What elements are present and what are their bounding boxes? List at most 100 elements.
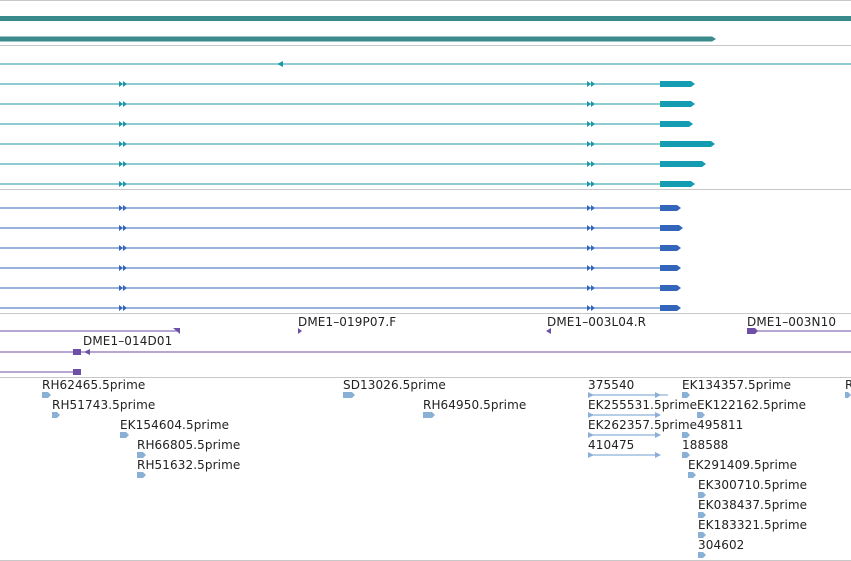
clone-label[interactable]: DME1–014D01: [83, 334, 173, 348]
est-glyph: [682, 432, 690, 438]
est-label[interactable]: RH62465.5prime: [42, 378, 146, 392]
strand-arrow: [277, 61, 283, 67]
est-glyph: [588, 412, 594, 418]
clone-end: [546, 328, 551, 334]
est-label[interactable]: EK134357.5prime: [682, 378, 792, 392]
est-label[interactable]: SD13026.5prime: [343, 378, 446, 392]
strand-arrow: [119, 205, 127, 211]
est-label[interactable]: EK183321.5prime: [698, 518, 808, 532]
est-glyph: [655, 392, 661, 398]
est-label[interactable]: 375540: [588, 378, 635, 392]
est-label[interactable]: RH64950.5prime: [423, 398, 527, 412]
clone-end: [173, 328, 180, 334]
clone-label[interactable]: DME1–003L04.R: [547, 315, 647, 329]
clone-end: [73, 349, 81, 355]
est-glyph: [698, 492, 706, 498]
est-label[interactable]: 410475: [588, 438, 635, 452]
transcript-exon: [660, 81, 695, 87]
strand-arrow: [587, 141, 595, 147]
clone-label[interactable]: DME1–003N10: [747, 315, 837, 329]
est-label[interactable]: EK255531.5prime: [588, 398, 698, 412]
cds-exon: [660, 225, 683, 231]
clone-end: [298, 328, 302, 334]
cds-exon: [660, 205, 681, 211]
est-label[interactable]: 495811: [697, 418, 744, 432]
strand-arrow: [587, 81, 595, 87]
track-separator: [0, 189, 851, 190]
strand-arrow: [587, 265, 595, 271]
est-glyph: [655, 432, 661, 438]
est-label[interactable]: 188588: [682, 438, 729, 452]
est-glyph: [697, 412, 705, 418]
cds-exon: [660, 245, 681, 251]
est-glyph: [423, 412, 435, 418]
est-glyph: [120, 432, 129, 438]
est-glyph: [845, 392, 851, 398]
strand-arrow: [587, 181, 595, 187]
est-label[interactable]: 304602: [698, 538, 745, 552]
transcript-exon: [660, 181, 695, 187]
est-label[interactable]: RH51743.5prime: [52, 398, 156, 412]
est-label[interactable]: EK262357.5prime: [588, 418, 698, 432]
strand-arrow: [119, 141, 127, 147]
strand-arrow: [587, 285, 595, 291]
strand-arrow: [119, 81, 127, 87]
strand-arrow: [119, 161, 127, 167]
est-glyph: [698, 512, 706, 518]
strand-arrow: [119, 285, 127, 291]
cds-exon: [660, 305, 681, 311]
est-glyph: [688, 472, 696, 478]
strand-arrow: [587, 225, 595, 231]
track-separator: [0, 313, 851, 314]
assembly-bar: [0, 36, 716, 42]
est-glyph: [682, 452, 690, 458]
est-glyph: [42, 392, 51, 398]
transcript-exon: [660, 141, 715, 147]
track-separator: [0, 45, 851, 46]
est-label[interactable]: EK291409.5prime: [688, 458, 798, 472]
est-glyph: [137, 472, 146, 478]
est-label[interactable]: EK154604.5prime: [120, 418, 230, 432]
transcript-exon: [660, 121, 693, 127]
est-label[interactable]: R: [845, 378, 851, 392]
est-glyph: [588, 432, 594, 438]
clone-label[interactable]: DME1–019P07.F: [298, 315, 397, 329]
assembly-bar: [0, 16, 851, 21]
est-glyph: [137, 452, 146, 458]
est-glyph: [343, 392, 355, 398]
clone-end: [747, 328, 758, 334]
track-separator: [0, 0, 851, 1]
strand-arrow: [587, 161, 595, 167]
clone-end: [84, 349, 90, 355]
est-label[interactable]: EK038437.5prime: [698, 498, 808, 512]
track-separator: [0, 377, 851, 378]
strand-arrow: [119, 225, 127, 231]
est-glyph: [52, 412, 60, 418]
strand-arrow: [119, 245, 127, 251]
est-glyph: [588, 452, 594, 458]
strand-arrow: [119, 121, 127, 127]
est-glyph: [698, 552, 706, 558]
strand-arrow: [587, 101, 595, 107]
est-label[interactable]: RH51632.5prime: [137, 458, 241, 472]
est-glyph: [588, 392, 594, 398]
est-glyph: [698, 532, 706, 538]
cds-exon: [660, 265, 681, 271]
strand-arrow: [587, 245, 595, 251]
strand-arrow: [587, 205, 595, 211]
strand-arrow: [587, 121, 595, 127]
cds-exon: [660, 285, 681, 291]
est-label[interactable]: EK122162.5prime: [697, 398, 807, 412]
est-glyph: [682, 392, 690, 398]
est-label[interactable]: RH66805.5prime: [137, 438, 241, 452]
est-label[interactable]: EK300710.5prime: [698, 478, 808, 492]
strand-arrow: [587, 305, 595, 311]
strand-arrow: [119, 305, 127, 311]
est-glyph: [655, 452, 661, 458]
strand-arrow: [119, 181, 127, 187]
strand-arrow: [119, 265, 127, 271]
transcript-exon: [660, 101, 695, 107]
clone-end: [73, 369, 81, 375]
